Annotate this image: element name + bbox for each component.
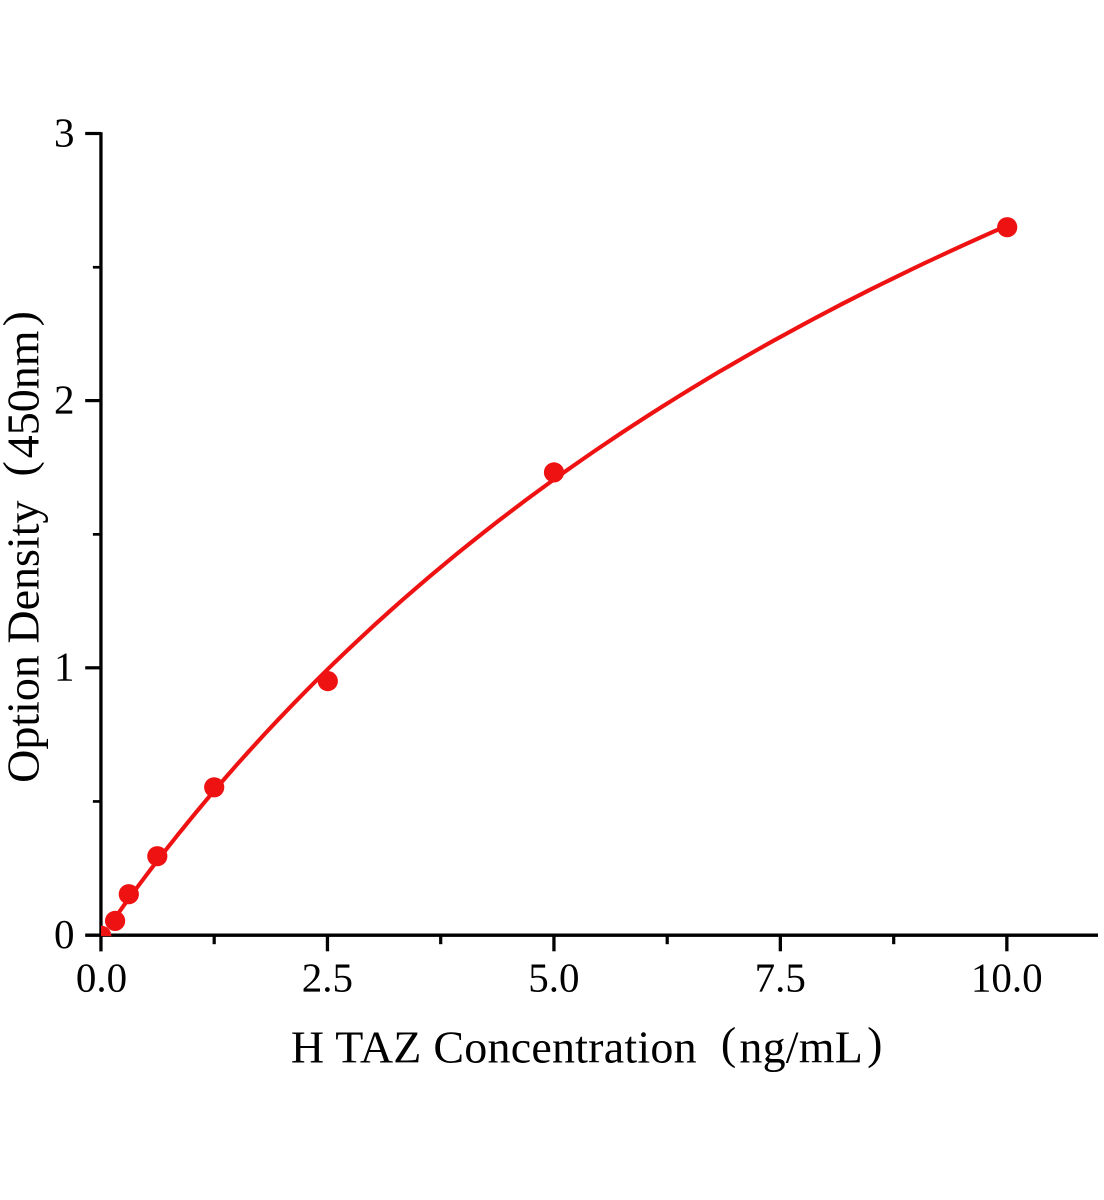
svg-text:0: 0 — [54, 911, 75, 957]
svg-text:5.0: 5.0 — [528, 954, 579, 1000]
svg-text:2.5: 2.5 — [302, 954, 353, 1000]
svg-text:10.0: 10.0 — [971, 954, 1043, 1000]
svg-text:H TAZ Concentration(ng/mL): H TAZ Concentration (ng/mL) — [291, 1017, 883, 1072]
svg-text:Option Density(450nm): Option Density(450nm) — [0, 311, 49, 783]
svg-text:3: 3 — [54, 109, 75, 155]
svg-text:1: 1 — [54, 644, 75, 690]
svg-text:2: 2 — [54, 376, 75, 422]
svg-text:7.5: 7.5 — [755, 954, 806, 1000]
svg-text:0.0: 0.0 — [76, 954, 127, 1000]
